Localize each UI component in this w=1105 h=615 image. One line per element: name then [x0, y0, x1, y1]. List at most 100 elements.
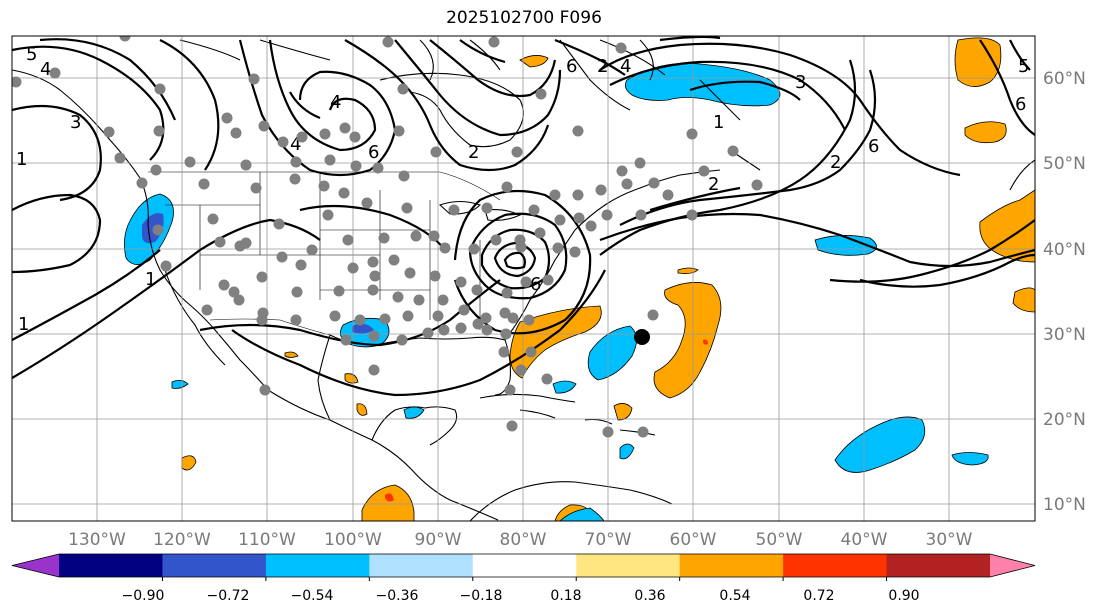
- contour-labels: 5 4 6 2 1 6 4 2 1 2 3 6 4 4 6 1 1 6 5 3 …: [16, 44, 1029, 335]
- station-dot: [480, 312, 492, 324]
- station-dot: [430, 146, 442, 158]
- station-dot: [455, 276, 467, 288]
- lon-label: 90°W: [415, 530, 462, 550]
- colorbar-segment: [783, 554, 888, 577]
- station-dot: [228, 286, 240, 298]
- station-dot: [368, 364, 380, 376]
- station-dot: [49, 67, 61, 79]
- station-dot: [535, 88, 547, 100]
- contour-label: 5: [1018, 56, 1029, 77]
- lat-label: 50°N: [1043, 154, 1086, 174]
- station-dot: [468, 243, 480, 255]
- contour-label: 4: [620, 56, 631, 77]
- station-dot: [573, 212, 585, 224]
- station-dot: [347, 262, 359, 274]
- station-dot: [437, 294, 449, 306]
- lon-label: 120°W: [153, 530, 211, 550]
- station-dot: [289, 173, 301, 185]
- station-dot: [472, 318, 484, 330]
- lon-label: 40°W: [841, 530, 888, 550]
- lat-label: 20°N: [1043, 410, 1086, 430]
- station-dot: [350, 160, 362, 172]
- station-dot: [525, 346, 537, 358]
- station-dot: [184, 156, 196, 168]
- station-dot: [349, 131, 361, 143]
- lon-label: 110°W: [238, 530, 296, 550]
- colorbar-tick-label: −0.90: [122, 588, 165, 604]
- gridlines: [12, 36, 1035, 521]
- contour-label: 2: [597, 56, 608, 77]
- contour-label: 2: [830, 152, 841, 173]
- station-dot: [637, 426, 649, 438]
- contour-label: 2: [708, 174, 719, 195]
- station-dot: [339, 122, 351, 134]
- colorbar-extend-max: [990, 554, 1035, 577]
- station-dot: [367, 256, 379, 268]
- station-dot: [490, 234, 502, 246]
- station-dot: [488, 36, 500, 48]
- contour-label: 1: [713, 112, 724, 133]
- station-dot: [439, 242, 451, 254]
- station-dot: [499, 307, 511, 319]
- station-dot: [234, 240, 246, 252]
- colorbar-outline: [11, 553, 1036, 578]
- lat-label: 40°N: [1043, 240, 1086, 260]
- station-dot: [481, 324, 493, 336]
- station-dot: [541, 373, 553, 385]
- station-dot: [296, 131, 308, 143]
- station-dot: [402, 310, 414, 322]
- station-dot: [727, 145, 739, 157]
- station-dot: [572, 125, 584, 137]
- station-dot: [507, 312, 519, 324]
- station-dot: [438, 324, 450, 336]
- station-dot: [504, 384, 516, 396]
- colorbar-tick-label: −0.54: [291, 588, 334, 604]
- station-dot: [198, 178, 210, 190]
- lat-label: 30°N: [1043, 325, 1086, 345]
- station-dot: [585, 220, 597, 232]
- storm-center-marker: [634, 329, 650, 345]
- station-dots: [12, 36, 763, 438]
- station-dot: [523, 314, 535, 326]
- longitude-labels: 130°W 120°W 110°W 100°W 90°W 80°W 70°W 6…: [68, 530, 973, 550]
- station-dot: [233, 294, 245, 306]
- station-dot: [595, 184, 607, 196]
- station-dot: [276, 251, 288, 263]
- map-frame: [11, 35, 1036, 522]
- colorbar-tick-label: 0.72: [803, 588, 834, 604]
- contour-label: 6: [368, 142, 379, 163]
- station-dot: [382, 36, 394, 48]
- station-dot: [369, 270, 381, 282]
- station-dot: [324, 154, 336, 166]
- station-dot: [250, 182, 262, 194]
- colorbar: [11, 553, 1036, 581]
- lat-label: 60°N: [1043, 69, 1086, 89]
- station-dot: [410, 230, 422, 242]
- station-dot: [290, 156, 302, 168]
- station-dot: [429, 270, 441, 282]
- station-dot: [388, 254, 400, 266]
- station-dot: [515, 241, 527, 253]
- station-dot: [114, 152, 126, 164]
- station-dot: [218, 279, 230, 291]
- station-dot: [428, 230, 440, 242]
- station-dot: [372, 162, 384, 174]
- station-dot: [393, 125, 405, 137]
- station-dot: [273, 218, 285, 230]
- station-dot: [256, 271, 268, 283]
- station-dot: [306, 244, 318, 256]
- station-dot: [422, 327, 434, 339]
- station-dot: [367, 284, 379, 296]
- station-dot: [368, 330, 380, 342]
- contour-label: 3: [70, 112, 81, 133]
- map-plot: 5 4 6 2 1 6 4 2 1 2 3 6 4 4 6 1 1 6 5 3 …: [12, 36, 1035, 521]
- contour-label: 1: [18, 314, 29, 335]
- station-dot: [554, 214, 566, 226]
- station-dot: [136, 177, 148, 189]
- station-dot: [515, 364, 527, 376]
- station-dot: [686, 209, 698, 221]
- station-dot: [601, 209, 613, 221]
- map-title: 2025102700 F096: [446, 8, 602, 28]
- contour-label: 6: [868, 136, 879, 157]
